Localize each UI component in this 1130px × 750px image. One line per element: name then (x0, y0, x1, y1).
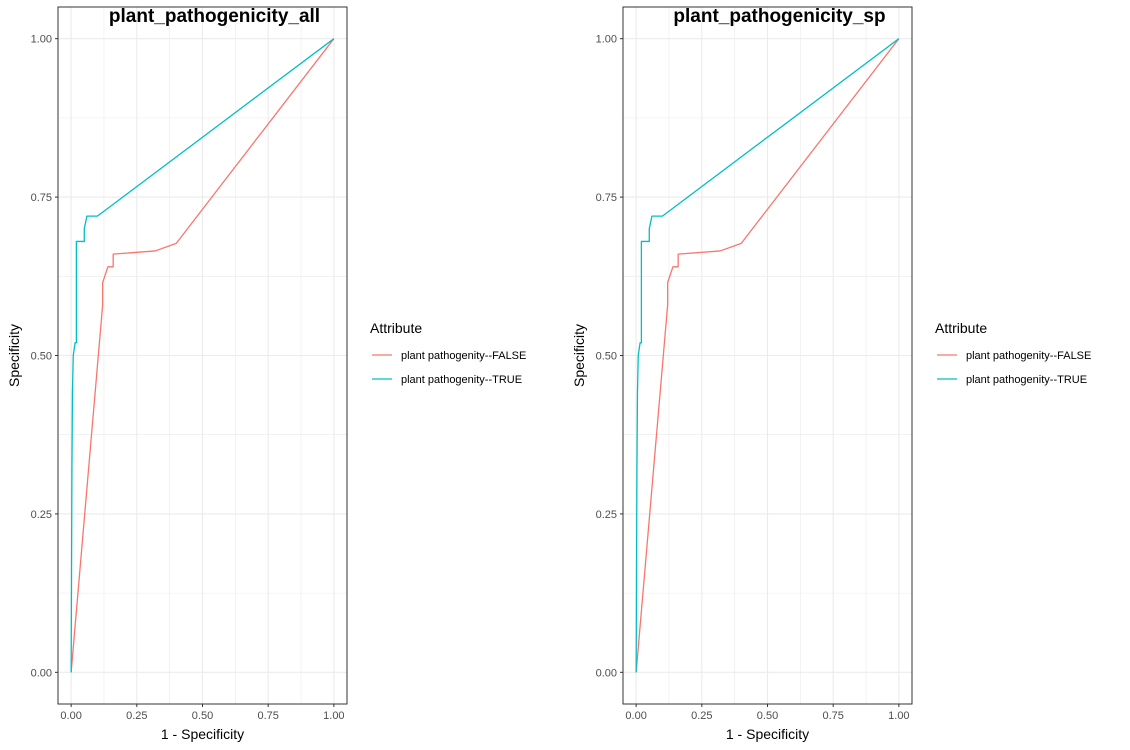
grid (58, 7, 347, 704)
x-tick-label: 1.00 (323, 710, 344, 722)
legend-label-true: plant pathogenity--TRUE (966, 374, 1087, 386)
legend-label-false: plant pathogenity--FALSE (966, 350, 1091, 362)
y-tick-label: 1.00 (31, 34, 52, 46)
y-tick-label: 0.00 (31, 667, 52, 679)
series-line-true (70, 38, 335, 673)
chart-title: plant_pathogenicity_all (109, 6, 320, 27)
legend: Attribute plant pathogenity--FALSE plant p… (370, 320, 526, 386)
legend: Attribute plant pathogenity--FALSE plant p… (935, 320, 1091, 386)
x-tick-label: 0.25 (126, 710, 147, 722)
series-line-false (635, 38, 900, 673)
x-axis-title: 1 - Specificity (726, 726, 809, 742)
y-tick-label: 0.00 (596, 667, 617, 679)
y-tick-label: 0.50 (596, 351, 617, 363)
legend-label-true: plant pathogenity--TRUE (401, 374, 522, 386)
legend-title: Attribute (370, 320, 422, 336)
x-tick-label: 1.00 (888, 710, 909, 722)
series-line-true (635, 38, 900, 673)
x-tick-label: 0.75 (257, 710, 278, 722)
chart-title: plant_pathogenicity_sp (673, 6, 885, 27)
y-axis-title: Specificity (571, 324, 587, 387)
y-tick-label: 0.75 (596, 192, 617, 204)
chart-panel-2: 0.00 0.25 0.50 0.75 1.00 0.00 0.25 0.50 0.75 1.00… (571, 6, 1091, 742)
y-axis-title: Specificity (6, 324, 22, 387)
y-tick-label: 0.25 (31, 509, 52, 521)
y-tick-label: 0.75 (31, 192, 52, 204)
x-tick-label: 0.50 (757, 710, 778, 722)
series-line-false (70, 38, 335, 673)
x-tick-label: 0.00 (625, 710, 646, 722)
legend-label-false: plant pathogenity--FALSE (401, 350, 526, 362)
y-tick-label: 0.25 (596, 509, 617, 521)
y-tick-label: 1.00 (596, 34, 617, 46)
legend-title: Attribute (935, 320, 987, 336)
y-tick-label: 0.50 (31, 351, 52, 363)
x-tick-label: 0.00 (60, 710, 81, 722)
chart-panel-1: 0.00 0.25 0.50 0.75 1.00 0.00 0.25 0.50 0.75 1.00… (6, 6, 526, 742)
x-tick-label: 0.75 (822, 710, 843, 722)
x-axis-title: 1 - Specificity (161, 726, 244, 742)
x-tick-label: 0.50 (192, 710, 213, 722)
x-tick-label: 0.25 (691, 710, 712, 722)
